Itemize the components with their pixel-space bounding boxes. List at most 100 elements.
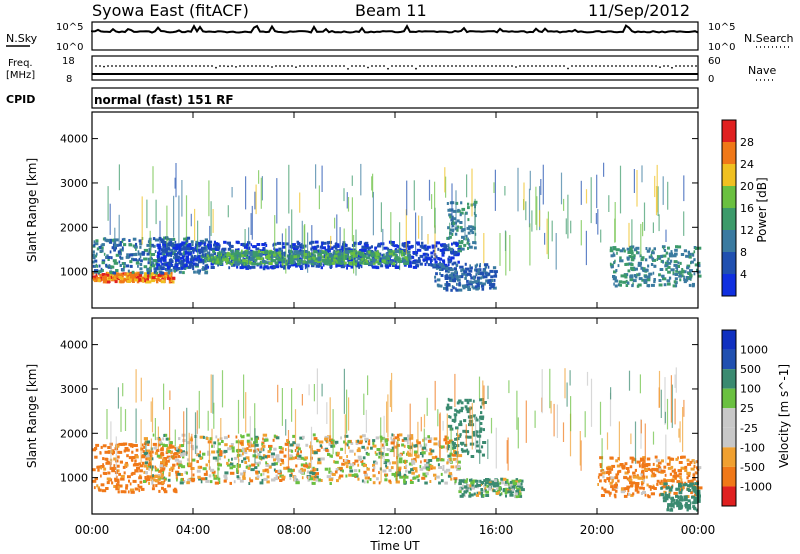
- nave-dot: [171, 65, 173, 67]
- nave-dot: [627, 65, 629, 67]
- heatmap-cell: [675, 266, 678, 269]
- heatmap-cell: [458, 487, 462, 491]
- heatmap-cell: [385, 474, 387, 478]
- heatmap-cell: [687, 489, 692, 492]
- heatmap-cell: [358, 458, 362, 461]
- heatmap-cell: [227, 247, 232, 251]
- heatmap-cell: [462, 429, 467, 433]
- nave-dot: [503, 65, 505, 67]
- heatmap-cell: [472, 276, 475, 279]
- heatmap-cell: [643, 475, 645, 479]
- heatmap-cell: [678, 482, 682, 486]
- heatmap-cell: [244, 451, 248, 455]
- heatmap-cell: [232, 464, 236, 468]
- heatmap-cell: [448, 243, 450, 247]
- nave-dot: [195, 65, 197, 67]
- heatmap-cell: [202, 266, 205, 270]
- heatmap-cell: [166, 446, 170, 450]
- heatmap-cell: [162, 471, 164, 475]
- heatmap-cell: [670, 497, 672, 501]
- heatmap-cell: [687, 474, 691, 478]
- heatmap-cell: [168, 262, 172, 266]
- nave-dot: [287, 65, 289, 67]
- heatmap-cell: [231, 187, 233, 198]
- heatmap-cell: [356, 449, 361, 453]
- heatmap-cell: [145, 457, 149, 461]
- heatmap-cell: [289, 443, 294, 447]
- heatmap-cell: [113, 464, 116, 468]
- heatmap-cell: [457, 278, 461, 282]
- heatmap-cell: [122, 383, 124, 397]
- heatmap-cell: [454, 451, 459, 455]
- heatmap-cell: [635, 482, 640, 485]
- heatmap-cell: [447, 458, 450, 462]
- colorbar-segment: [722, 486, 736, 506]
- heatmap-cell: [511, 479, 516, 483]
- heatmap-cell: [608, 491, 612, 495]
- heatmap-cell: [613, 485, 618, 489]
- heatmap-cell: [367, 442, 371, 446]
- heatmap-cell: [329, 482, 332, 485]
- nave-dot: [167, 65, 169, 67]
- heatmap-cell: [260, 177, 262, 209]
- heatmap-cell: [246, 456, 250, 460]
- heatmap-cell: [187, 252, 192, 256]
- heatmap-cell: [143, 248, 149, 252]
- heatmap-cell: [351, 473, 356, 477]
- heatmap-cell: [449, 247, 454, 251]
- heatmap-cell: [344, 247, 349, 251]
- cpid-panel-frame: [91, 87, 699, 109]
- heatmap-cell: [360, 459, 364, 463]
- heatmap-cell: [297, 447, 301, 451]
- heatmap-cell: [404, 256, 408, 260]
- heatmap-cell: [298, 454, 302, 458]
- heatmap-cell: [307, 232, 309, 273]
- heatmap-cell: [152, 166, 154, 194]
- heatmap-cell: [449, 228, 455, 232]
- heatmap-cell: [692, 501, 696, 505]
- heatmap-cell: [683, 498, 688, 502]
- heatmap-cell: [680, 466, 684, 470]
- heatmap-cell: [433, 442, 438, 446]
- heatmap-cell: [199, 239, 204, 243]
- heatmap-cell: [403, 444, 406, 448]
- heatmap-cell: [635, 246, 640, 250]
- heatmap-cell: [111, 469, 115, 473]
- heatmap-cell: [627, 269, 631, 273]
- heatmap-cell: [118, 442, 123, 446]
- heatmap-cell: [212, 260, 214, 264]
- heatmap-cell: [405, 469, 408, 473]
- heatmap-cell: [151, 279, 156, 283]
- heatmap-cell: [665, 497, 669, 501]
- heatmap-cell: [337, 258, 342, 262]
- heatmap-cell: [282, 257, 287, 261]
- heatmap-cell: [348, 397, 350, 431]
- heatmap-cell: [195, 243, 198, 247]
- heatmap-cell: [121, 240, 124, 244]
- heatmap-cell: [215, 458, 219, 462]
- heatmap-cell: [638, 272, 641, 276]
- heatmap-cell: [366, 480, 369, 484]
- heatmap-cell: [517, 417, 519, 449]
- heatmap-cell: [390, 212, 392, 246]
- heatmap-cell: [298, 257, 301, 260]
- heatmap-cell: [420, 460, 422, 464]
- heatmap-cell: [138, 489, 141, 493]
- heatmap-cell: [450, 428, 452, 462]
- heatmap-cell: [204, 264, 208, 268]
- heatmap-cell: [250, 468, 255, 472]
- heatmap-cell: [256, 475, 260, 479]
- heatmap-cell: [245, 465, 249, 469]
- heatmap-cell: [604, 490, 609, 494]
- nave-dot: [427, 65, 429, 67]
- heatmap-cell: [653, 264, 657, 268]
- heatmap-cell: [296, 240, 300, 244]
- heatmap-cell: [324, 435, 329, 439]
- heatmap-cell: [366, 467, 370, 471]
- heatmap-cell: [205, 479, 210, 483]
- heatmap-cell: [483, 401, 487, 404]
- heatmap-cell: [676, 480, 681, 484]
- heatmap-cell: [94, 277, 97, 281]
- heatmap-cell: [130, 273, 135, 277]
- power-panel-frame: [91, 111, 699, 309]
